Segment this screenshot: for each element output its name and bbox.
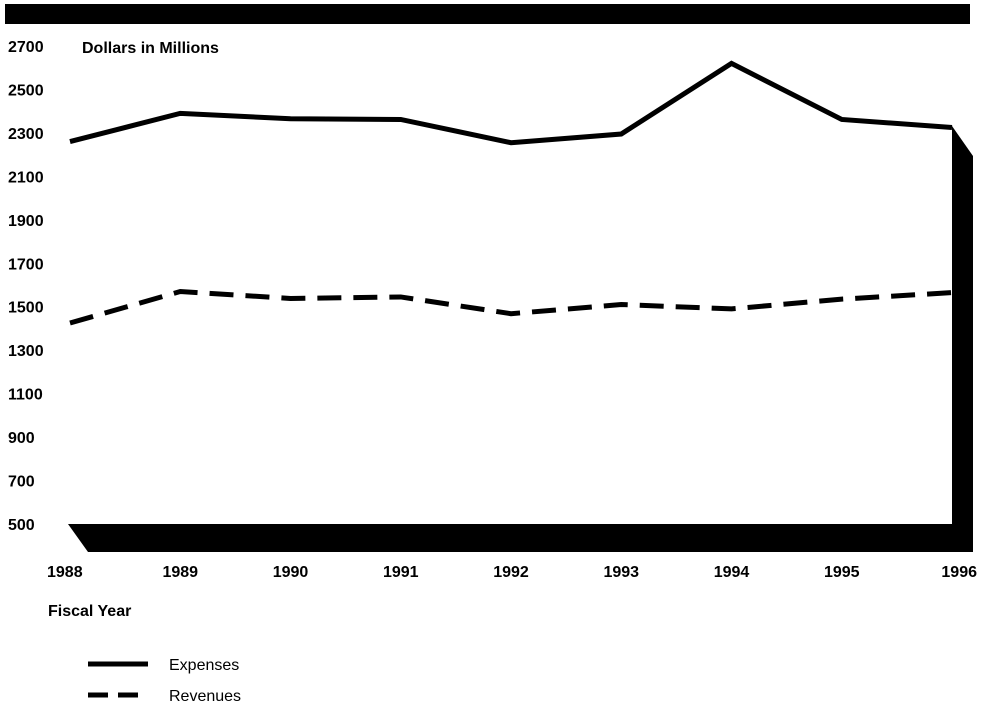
y-tick-label: 900 bbox=[8, 430, 35, 447]
x-tick-label: 1995 bbox=[824, 564, 860, 581]
y-tick-label: 2500 bbox=[8, 82, 44, 99]
x-axis-floor bbox=[68, 524, 952, 552]
y-axis-label: Dollars in Millions bbox=[82, 40, 219, 57]
y-tick-label: 1900 bbox=[8, 213, 44, 230]
x-axis-label: Fiscal Year bbox=[48, 603, 131, 620]
y-tick-label: 2100 bbox=[8, 169, 44, 186]
x-tick-label: 1994 bbox=[714, 564, 750, 581]
y-tick-label: 1700 bbox=[8, 256, 44, 273]
x-tick-label: 1990 bbox=[273, 564, 309, 581]
y-tick-label: 700 bbox=[8, 474, 35, 491]
y-tick-label: 2300 bbox=[8, 126, 44, 143]
revenues-line bbox=[69, 288, 953, 326]
y-tick-label: 1100 bbox=[8, 387, 43, 404]
y-tick-label: 2700 bbox=[8, 39, 44, 56]
series-layer bbox=[69, 60, 953, 326]
legend-label: Revenues bbox=[169, 688, 241, 705]
legend: Expenses Revenues bbox=[88, 657, 241, 705]
x-tick-label: 1996 bbox=[941, 564, 977, 581]
y-tick-label: 1500 bbox=[8, 300, 44, 317]
x-tick-label: 1991 bbox=[383, 564, 419, 581]
x-tick-label: 1993 bbox=[603, 564, 639, 581]
x-axis-ticks: 1988 1989 1990 1991 1992 1993 1994 1995 1996 bbox=[47, 564, 977, 581]
expenses-line bbox=[69, 60, 953, 146]
y-axis-ticks: 2700 2500 2300 2100 1900 1700 1500 1300 1100 900 7… bbox=[8, 39, 44, 534]
top-bar bbox=[5, 4, 970, 24]
y-tick-label: 1300 bbox=[8, 343, 44, 360]
x-tick-label: 1992 bbox=[493, 564, 529, 581]
right-wall bbox=[952, 126, 973, 552]
legend-label: Expenses bbox=[169, 657, 239, 674]
y-tick-label: 500 bbox=[8, 517, 35, 534]
x-tick-label: 1989 bbox=[162, 564, 198, 581]
x-tick-label: 1988 bbox=[47, 564, 83, 581]
